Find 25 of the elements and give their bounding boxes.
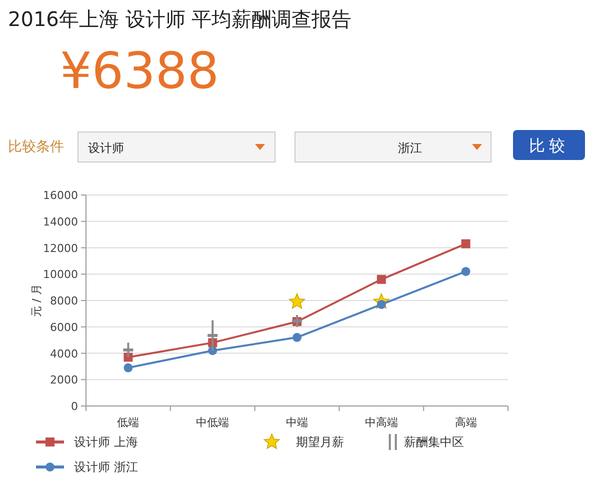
x-tick-label: 高端 [454, 416, 477, 429]
x-tick-label: 中低端 [196, 416, 230, 429]
x-tick-label: 中端 [286, 416, 308, 429]
y-tick-label: 10000 [43, 268, 78, 282]
text: 设计师 [88, 141, 124, 155]
y-tick-label: 0 [71, 400, 78, 413]
text: 比较条件 [8, 139, 64, 155]
y-tick-label: 16000 [43, 189, 78, 202]
text: 浙江 [398, 141, 422, 155]
y-tick-label: 12000 [43, 242, 78, 255]
x-tick-label: 低端 [117, 416, 140, 429]
chart-title: 2016年上海 设计师 平均薪酬调查报告 [8, 7, 352, 31]
legend-label: 设计师 上海 [74, 435, 138, 449]
text: ¥6388 [60, 42, 220, 100]
legend-label: 薪酬集中区 [404, 435, 464, 449]
y-axis-title: 元 / 月 [30, 284, 43, 317]
text: 比较 [529, 136, 569, 155]
y-tick-label: 4000 [50, 347, 78, 360]
x-tick-label: 中高端 [364, 416, 398, 429]
y-tick-label: 8000 [50, 294, 78, 308]
y-tick-label: 6000 [50, 320, 78, 334]
y-tick-label: 14000 [43, 215, 78, 228]
legend-label: 设计师 浙江 [74, 460, 138, 474]
legend-label: 期望月薪 [296, 435, 344, 449]
y-tick-label: 2000 [50, 374, 78, 387]
